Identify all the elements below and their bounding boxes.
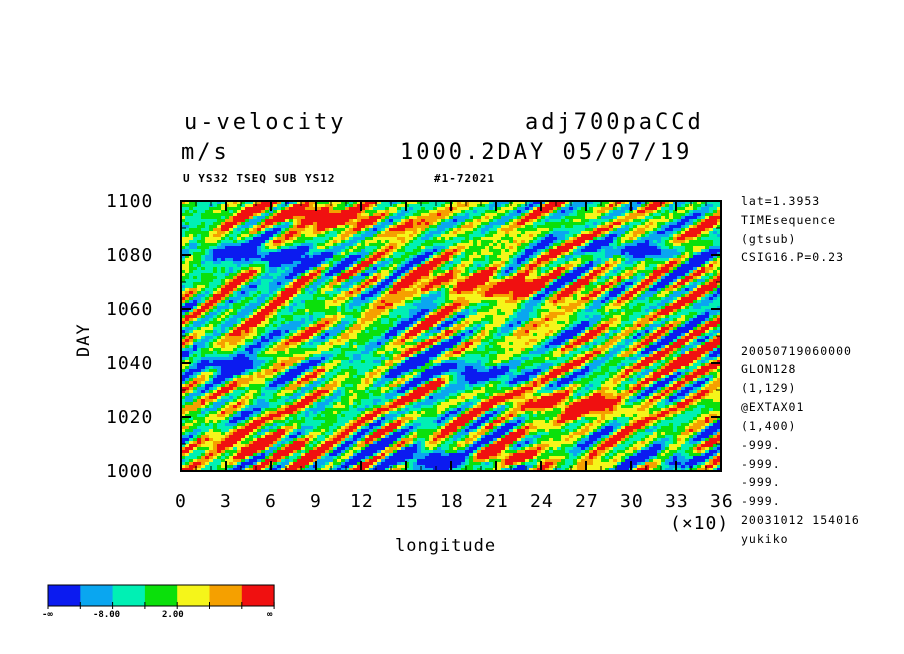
side-info-15: yukiko: [741, 532, 789, 546]
colorbar-swatch: [112, 585, 146, 606]
y-tick-label: 1040: [106, 353, 154, 374]
y-axis-ticks: [181, 200, 721, 472]
subtitle: U YS32 TSEQ SUB YS12: [183, 172, 336, 185]
colorbar-label: -8.00: [93, 610, 121, 620]
variable-title: u-velocity: [184, 110, 347, 135]
x-tick-label: 3: [220, 491, 232, 512]
side-info-7: (1,129): [741, 381, 797, 395]
run-id: #1-72021: [434, 172, 495, 185]
x-tick-label: 30: [620, 491, 644, 512]
side-info-9: (1,400): [741, 419, 797, 433]
side-info-14: 20031012 154016: [741, 513, 860, 527]
y-tick-label: 1080: [106, 245, 154, 266]
x-tick-label: 9: [310, 491, 322, 512]
y-axis-label: DAY: [74, 323, 94, 357]
colorbar-frame: [47, 584, 275, 607]
side-info-6: GLON128: [741, 362, 797, 376]
x-tick-label: 0: [175, 491, 187, 512]
x-tick-label: 12: [350, 491, 374, 512]
colorbar-swatch: [144, 585, 178, 606]
side-info-10: -999.: [741, 438, 781, 452]
colorbar-label: ∞: [267, 610, 273, 620]
side-info-12: -999.: [741, 475, 781, 489]
side-info-3: (gtsub): [741, 232, 797, 246]
x-tick-label: 18: [440, 491, 464, 512]
colorbar-swatch: [177, 585, 210, 606]
side-info-1: lat=1.3953: [741, 194, 821, 208]
x-axis-label: longitude: [395, 536, 497, 556]
x-tick-label: 24: [530, 491, 554, 512]
x-axis-ticks: [180, 201, 722, 471]
colorbar-label: 2.00: [162, 610, 184, 620]
x-tick-label: 6: [265, 491, 277, 512]
side-info-13: -999.: [741, 494, 781, 508]
y-tick-label: 1000: [106, 461, 154, 482]
colorbar-swatch: [48, 585, 81, 606]
x-tick-label: 33: [665, 491, 689, 512]
colorbar-swatch: [241, 585, 275, 606]
heatmap-field: [181, 201, 721, 471]
side-info-8: @EXTAX01: [741, 400, 805, 414]
time-title: 1000.2DAY 05/07/19: [400, 140, 693, 165]
y-tick-label: 1060: [106, 299, 154, 320]
colorbar-swatch: [80, 585, 113, 606]
side-info-5: 20050719060000: [741, 344, 852, 358]
run-title: adj700paCCd: [525, 110, 704, 135]
x-tick-label: 27: [575, 491, 599, 512]
side-info-2: TIMEsequence: [741, 213, 837, 227]
colorbar-label: -∞: [42, 610, 53, 620]
x-multiplier: (×10): [670, 513, 730, 534]
colorbar: [47, 584, 275, 609]
x-tick-label: 21: [485, 491, 509, 512]
x-tick-label: 15: [395, 491, 419, 512]
y-tick-label: 1100: [106, 191, 154, 212]
side-info-11: -999.: [741, 457, 781, 471]
y-tick-label: 1020: [106, 407, 154, 428]
units-title: m/s: [181, 140, 230, 165]
side-info-4: CSIG16.P=0.23: [741, 250, 845, 264]
colorbar-swatch: [209, 585, 243, 606]
x-tick-label: 36: [710, 491, 734, 512]
